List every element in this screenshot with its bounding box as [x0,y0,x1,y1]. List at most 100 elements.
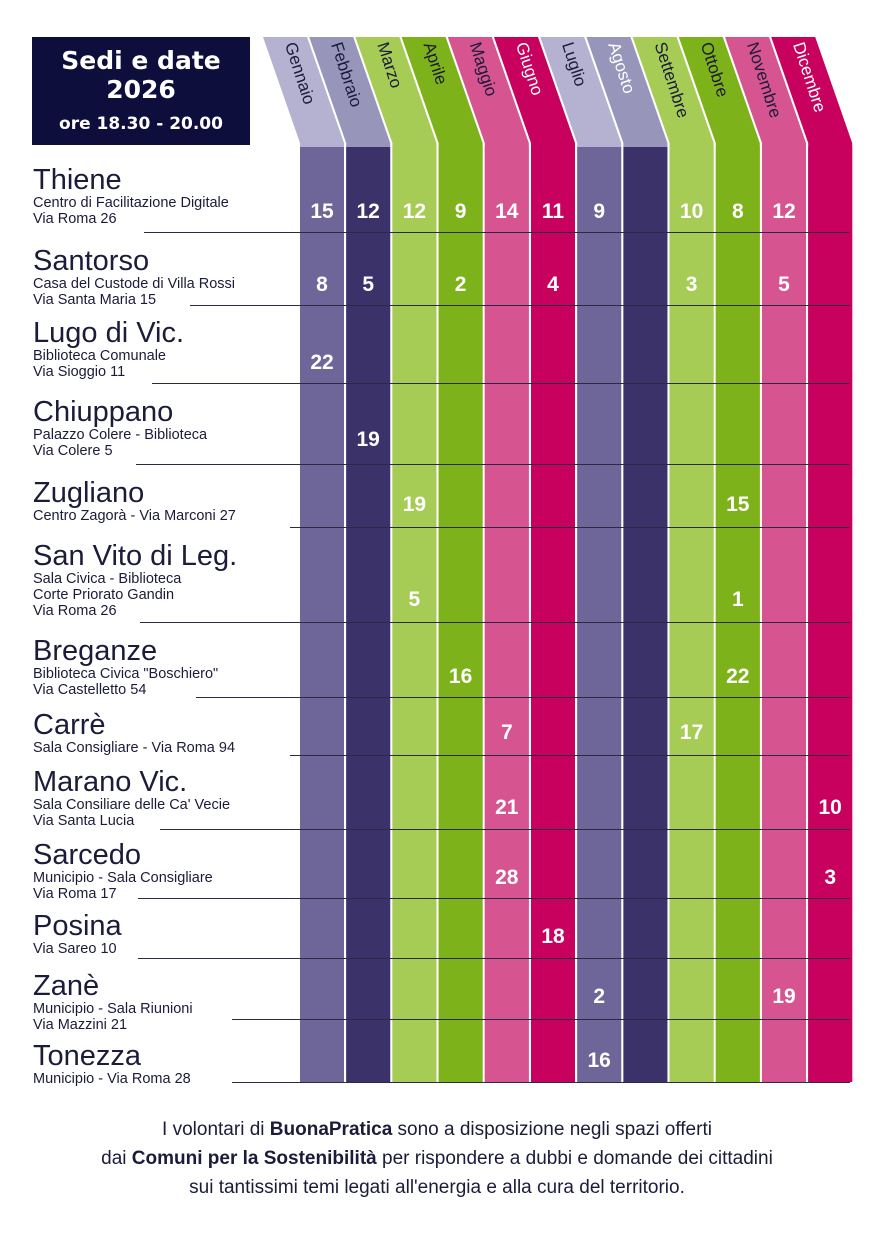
row-separator [138,898,850,899]
date-cell-luglio: 16 [587,1049,611,1072]
location-row: Breganze Biblioteca Civica "Boschiero" Via… [33,636,218,698]
location-address-line: Municipio - Sala Riunioni [33,1001,193,1017]
location-row: Santorso Casa del Custode di Villa Rossi V… [33,246,235,308]
location-name: San Vito di Leg. [33,540,238,572]
row-separator [138,958,850,959]
location-row: Zanè Municipio - Sala Riunioni Via Mazzini… [33,971,193,1033]
date-cell-dicembre: 3 [824,866,837,889]
location-address-line: Sala Consigliare - Via Roma 94 [33,740,236,756]
date-cell-gennaio: 8 [316,273,328,296]
location-row: Lugo di Vic. Biblioteca Comunale Via Siogg… [33,318,184,380]
header-year: 2026 [106,75,176,104]
footer-line-1: I volontari di BuonaPratica sono a dispo… [162,1119,712,1140]
date-cell-settembre: 3 [685,273,698,296]
month-column-body-ottobre [715,147,760,1082]
footer-line-3: sui tantissimi temi legati all'energia e… [189,1177,685,1198]
date-cell-maggio: 7 [500,721,513,744]
location-address-line: Via Sioggio 11 [33,364,126,380]
location-row: Sarcedo Municipio - Sala Consigliare Via R… [33,840,213,902]
date-cell-novembre: 12 [772,200,796,223]
date-cell-novembre: 19 [772,985,796,1008]
date-cell-maggio: 28 [495,866,519,889]
date-cell-ottobre: 8 [731,200,744,223]
month-column-body-gennaio [300,147,344,1082]
location-name: Thiene [33,164,122,196]
footer-line-2: dai Comuni per la Sostenibilità per risp… [101,1148,773,1169]
location-address-line: Via Castelletto 54 [33,682,147,698]
location-row: Tonezza Municipio - Via Roma 28 [33,1041,191,1087]
location-address-line: Municipio - Via Roma 28 [33,1071,191,1087]
month-column-body-settembre [669,147,714,1082]
location-row: Posina Via Sareo 10 [33,911,122,957]
month-column-body-agosto [623,147,668,1082]
location-address-line: Biblioteca Comunale [33,348,166,364]
row-separator [232,1019,850,1020]
location-name: Marano Vic. [33,766,188,798]
row-separator [190,305,850,306]
date-cell-ottobre: 22 [726,665,750,688]
date-cell-settembre: 10 [679,200,704,223]
month-column-body-febbraio [346,147,391,1082]
month-column-body-luglio [577,147,622,1082]
row-separator [232,1082,850,1083]
location-address-line: Via Mazzini 21 [33,1017,128,1033]
location-row: Carrè Sala Consigliare - Via Roma 94 [33,710,235,756]
date-cell-ottobre: 1 [731,588,744,611]
brand-comuni: Comuni per la Sostenibilità [131,1148,377,1169]
date-cell-giugno: 11 [541,200,565,223]
date-cell-maggio: 21 [495,796,519,819]
header-hours: ore 18.30 - 20.00 [59,114,223,134]
date-cell-febbraio: 19 [356,428,380,451]
date-cell-giugno: 18 [541,925,565,948]
date-cell-febbraio: 5 [362,273,375,296]
location-address-line: Corte Priorato Gandin [33,587,175,603]
date-cell-dicembre: 10 [818,796,842,819]
location-address-line: Sala Civica - Biblioteca [33,571,182,587]
location-name: Zugliano [33,477,145,509]
row-separator [152,383,850,384]
brand-buonapratica: BuonaPratica [269,1119,393,1140]
location-address-line: Via Santa Maria 15 [33,292,157,308]
month-column-body-maggio [484,147,529,1082]
location-address-line: Via Sareo 10 [33,941,117,957]
date-cell-luglio: 2 [593,985,606,1008]
row-separator [290,527,850,528]
location-address-line: Via Roma 26 [33,603,117,619]
month-column-body-aprile [438,147,483,1082]
header-box: Sedi e date 2026 ore 18.30 - 20.00 [32,37,250,145]
date-cell-marzo: 5 [408,588,421,611]
location-name: Carrè [33,709,106,741]
date-cell-maggio: 14 [495,200,519,223]
location-name: Santorso [33,245,150,277]
row-separator [140,622,850,623]
location-address-line: Via Colere 5 [33,443,113,459]
footer-text: I volontari di BuonaPratica sono a dispo… [0,1115,874,1202]
location-address-line: Palazzo Colere - Biblioteca [33,427,208,443]
location-address-line: Centro Zagorà - Via Marconi 27 [33,508,236,524]
location-address-line: Municipio - Sala Consigliare [33,870,213,886]
location-name: Sarcedo [33,839,142,871]
location-address-line: Biblioteca Civica "Boschiero" [33,666,219,682]
location-row: San Vito di Leg. Sala Civica - Biblioteca… [33,541,237,619]
row-separator [136,464,850,465]
location-address-line: Via Roma 26 [33,211,117,227]
location-row: Zugliano Centro Zagorà - Via Marconi 27 [33,478,236,524]
location-name: Zanè [33,970,100,1002]
month-column-body-giugno [531,147,575,1082]
location-row: Chiuppano Palazzo Colere - Biblioteca Via … [33,397,207,459]
location-address-line: Casa del Custode di Villa Rossi [33,276,236,292]
row-separator [196,697,850,698]
location-address-line: Centro di Facilitazione Digitale [33,195,229,211]
row-separator [144,232,850,233]
location-name: Lugo di Vic. [33,317,185,349]
date-cell-settembre: 17 [679,721,704,744]
date-cell-aprile: 9 [454,200,467,223]
location-address-line: Via Santa Lucia [33,813,135,829]
date-cell-gennaio: 15 [310,200,334,223]
month-column-body-novembre [762,147,806,1082]
date-cell-aprile: 16 [448,665,473,688]
date-cell-aprile: 2 [454,273,467,296]
location-address-line: Via Roma 17 [33,886,117,902]
location-row: Marano Vic. Sala Consiliare delle Ca' Vec… [33,767,230,829]
location-row: Thiene Centro di Facilitazione Digitale Vi… [33,165,229,227]
